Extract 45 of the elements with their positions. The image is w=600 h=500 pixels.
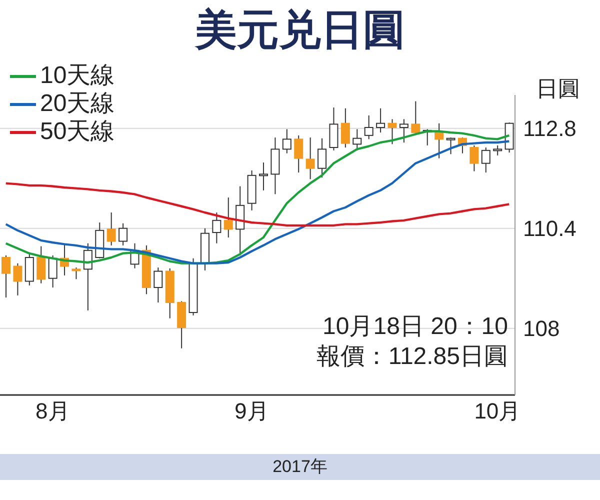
candlestick [493,144,502,156]
y-axis-title: 日圓 [536,75,580,103]
candlestick [118,222,128,246]
candlestick [236,186,245,256]
candlestick [154,267,163,303]
candlestick [434,122,444,159]
candlestick [294,134,304,173]
x-tick-label: 9月 [234,398,269,424]
candlestick [318,138,327,178]
x-tick-label: 10月 [474,398,521,424]
candlestick [224,197,233,238]
text: 2017年 [0,454,600,480]
legend-label: 20天線 [40,90,115,118]
candlestick [48,254,58,288]
candlestick [470,144,479,172]
candlestick [24,252,34,286]
y-tick-label: 108 [523,316,560,342]
legend-label: 50天線 [40,118,115,146]
legend-label: 10天線 [40,62,115,90]
candlestick [446,137,456,155]
candlestick [352,128,362,151]
candlestick [340,108,350,148]
candlestick [364,114,374,140]
x-tick-label: 8月 [36,398,70,424]
candlestick [72,267,81,280]
candlestick [388,118,397,145]
candlestick [306,137,315,180]
candlestick [212,212,222,244]
candlestick [2,254,10,298]
y-tick-label: 110.4 [523,216,576,242]
candlestick [13,262,22,296]
y-tick-label: 112.8 [523,116,576,142]
candlestick [376,108,386,133]
annotation: 10月18日 20：10 [322,312,508,342]
line-series [4,182,510,227]
candlestick [106,212,116,246]
annotation: 報價：112.85日圓 [316,342,508,372]
candlestick [411,100,420,134]
candlestick [399,118,408,143]
candlestick [282,128,292,154]
candlestick [329,107,338,151]
candlestick [481,147,490,173]
chart-title: 美元兑日圓 [194,4,406,56]
candlestick [36,246,46,284]
candlestick [259,162,268,191]
